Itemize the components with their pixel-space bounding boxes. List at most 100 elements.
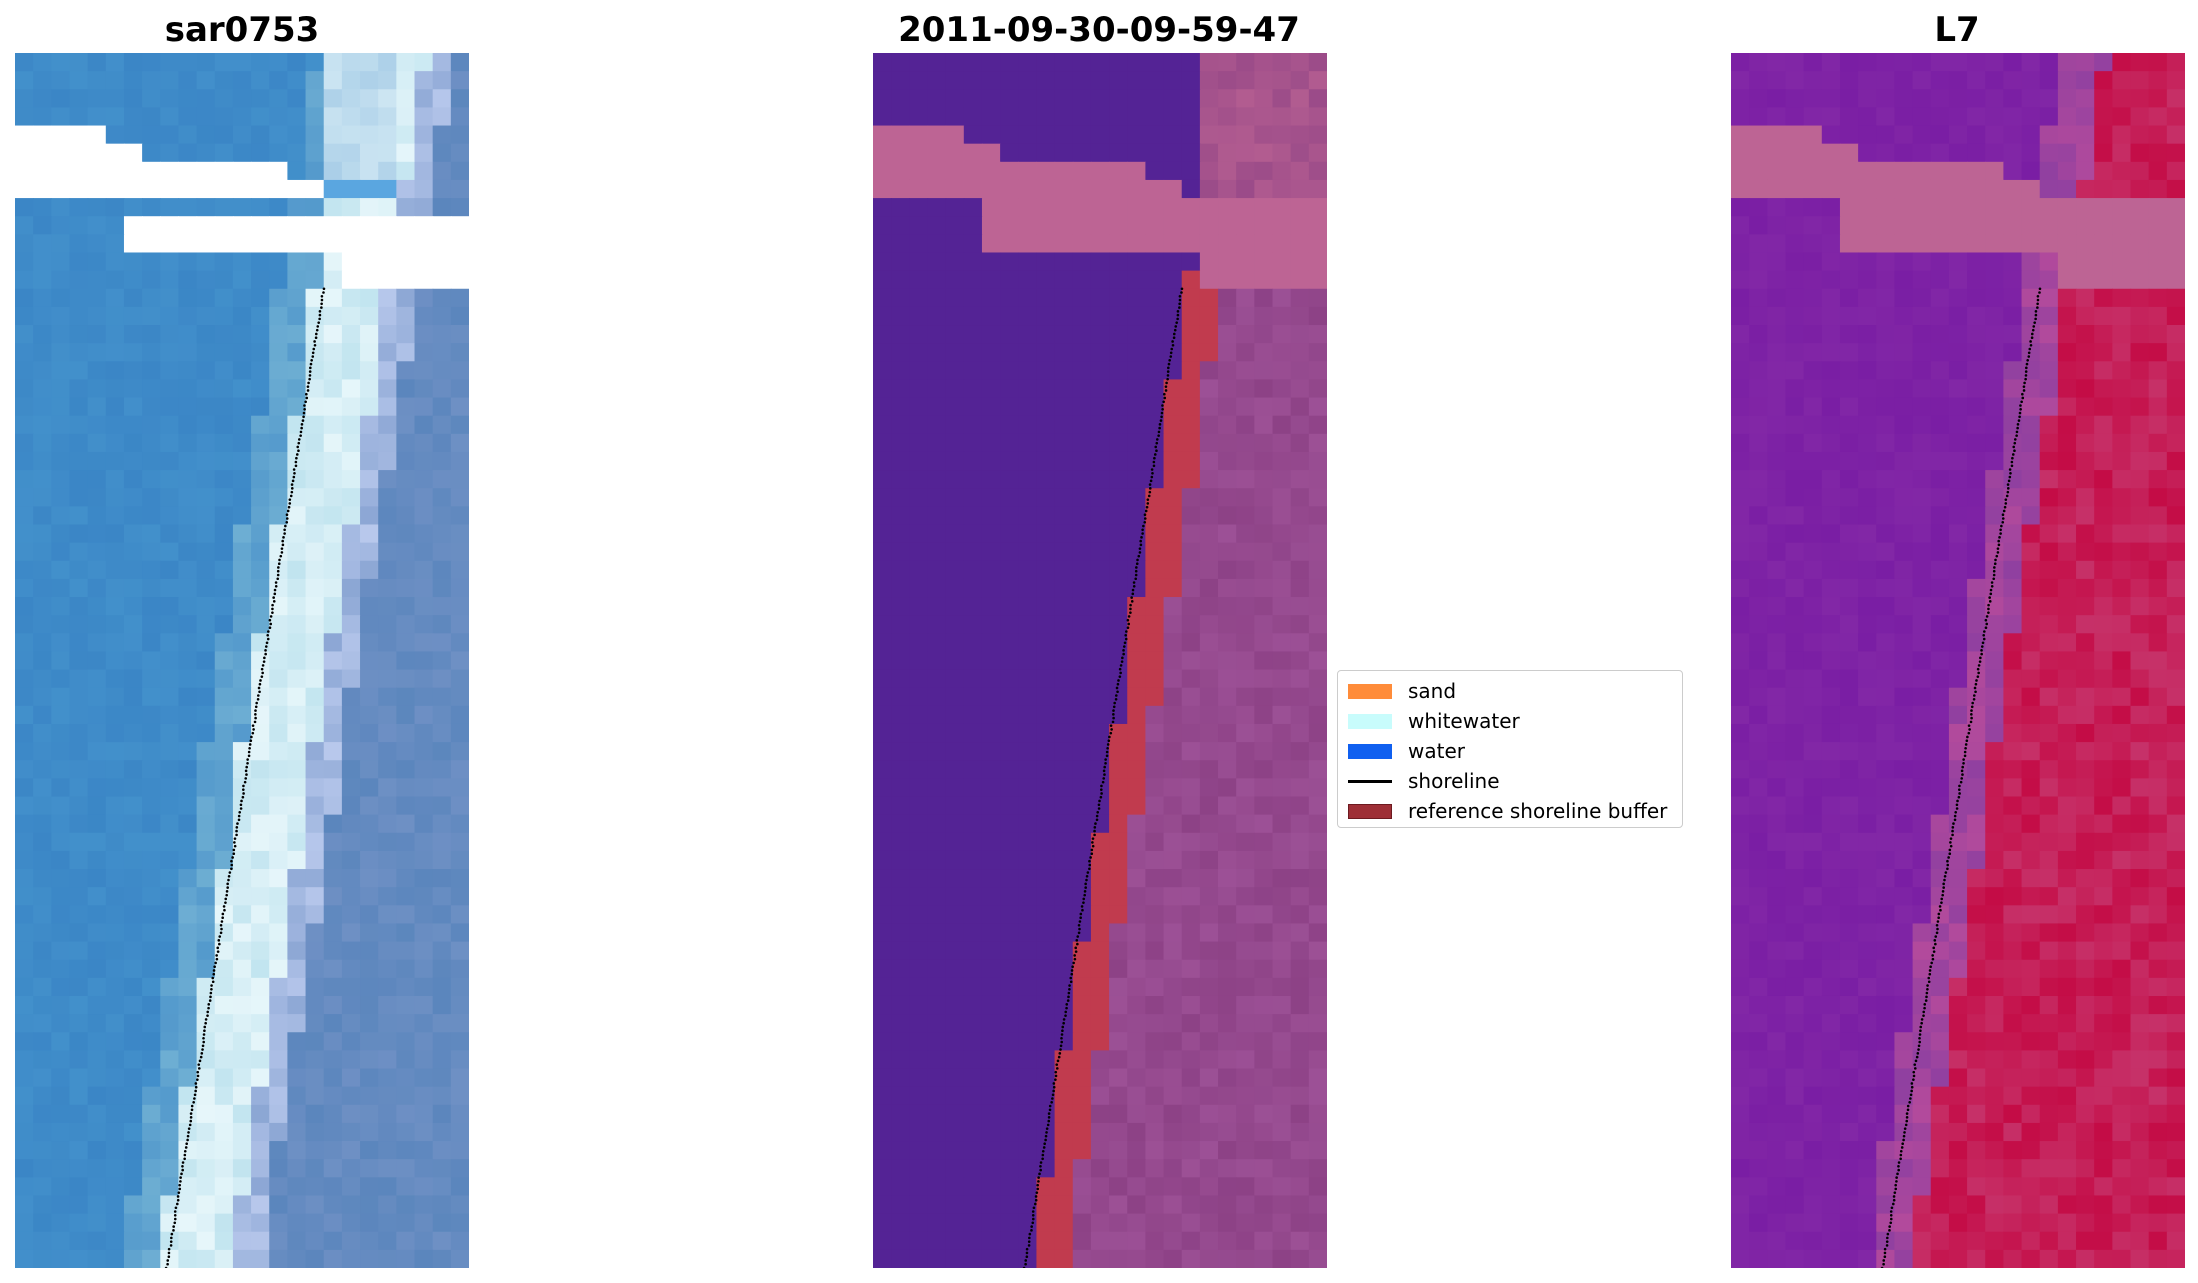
rgb-pixel [123, 850, 143, 870]
class-pixel [1109, 1231, 1128, 1251]
rgb-pixel [51, 488, 71, 507]
rgb-pixel [105, 216, 125, 235]
index-pixel [2057, 1086, 2077, 1106]
rgb-pixel [142, 597, 161, 616]
index-pixel [2076, 216, 2095, 235]
index-pixel [1749, 742, 1768, 761]
index-pixel [1767, 814, 1787, 834]
index-pixel [1967, 1159, 1986, 1178]
class-pixel [1163, 125, 1183, 145]
index-pixel [1785, 941, 1805, 961]
rgb-pixel [269, 905, 288, 925]
class-pixel [891, 1231, 910, 1251]
class-pixel [1236, 1014, 1255, 1033]
index-pixel [1894, 451, 1914, 471]
index-pixel [1839, 325, 1859, 344]
rgb-pixel [432, 107, 452, 127]
rgb-pixel [450, 343, 469, 362]
class-pixel [909, 850, 929, 870]
index-pixel [2021, 1068, 2041, 1088]
class-pixel [1181, 397, 1201, 417]
class-pixel [1163, 234, 1183, 254]
class-pixel [1254, 1032, 1274, 1051]
index-pixel [1985, 71, 2004, 90]
index-pixel [1767, 1032, 1787, 1051]
class-pixel [1000, 470, 1019, 489]
class-pixel [1145, 270, 1165, 290]
index-pixel [1894, 506, 1914, 526]
class-pixel [1254, 216, 1274, 235]
index-pixel [2148, 542, 2168, 562]
class-pixel [1199, 542, 1219, 562]
index-pixel [2021, 633, 2041, 653]
class-pixel [1000, 415, 1019, 435]
rgb-pixel [33, 506, 52, 526]
index-pixel [1894, 288, 1914, 308]
index-pixel [2076, 1032, 2095, 1051]
rgb-pixel [269, 1213, 288, 1233]
class-pixel [1199, 451, 1219, 471]
class-pixel [1000, 325, 1019, 344]
rgb-pixel [396, 959, 416, 979]
rgb-pixel [15, 306, 34, 326]
rgb-pixel [51, 687, 71, 707]
rgb-pixel [105, 306, 125, 326]
index-pixel [1803, 1032, 1823, 1051]
index-pixel [2148, 53, 2168, 72]
class-pixel [1218, 53, 1237, 72]
rgb-pixel [15, 433, 34, 453]
rgb-pixel [178, 524, 198, 544]
rgb-pixel [160, 107, 180, 127]
masked-pixel [15, 143, 34, 163]
rgb-pixel [396, 306, 416, 326]
rgb-pixel [160, 470, 180, 489]
rgb-pixel [305, 869, 325, 888]
rgb-pixel [450, 1014, 469, 1033]
class-pixel [909, 542, 929, 562]
rgb-pixel [51, 270, 71, 290]
rgb-pixel [160, 1014, 180, 1033]
masked-pixel [432, 270, 452, 290]
masked-pixel [450, 234, 469, 254]
class-pixel [1254, 1159, 1274, 1178]
index-pixel [1803, 161, 1823, 181]
rgb-pixel [251, 760, 270, 779]
rgb-pixel [15, 959, 34, 979]
index-pixel [1985, 796, 2004, 816]
class-pixel [1109, 161, 1128, 181]
rgb-pixel [214, 705, 234, 725]
class-pixel [1254, 723, 1274, 743]
index-pixel [2094, 669, 2113, 689]
class-pixel [1199, 669, 1219, 689]
index-pixel [1821, 161, 1841, 181]
class-pixel [1036, 959, 1056, 979]
index-pixel [1985, 343, 2004, 362]
rgb-pixel [105, 198, 125, 217]
rgb-pixel [287, 1068, 307, 1088]
rgb-pixel [450, 869, 469, 888]
rgb-pixel [251, 89, 270, 108]
class-pixel [1018, 216, 1038, 235]
rgb-pixel [287, 597, 307, 616]
class-pixel [1036, 216, 1056, 235]
class-pixel [1072, 179, 1092, 199]
index-pixel [2148, 451, 2168, 471]
class-pixel [1254, 850, 1274, 870]
class-pixel [1036, 198, 1056, 217]
masked-pixel [214, 161, 234, 181]
rgb-pixel [305, 1122, 325, 1142]
class-pixel [981, 814, 1001, 834]
index-pixel [1821, 850, 1841, 870]
index-pixel [1985, 615, 2004, 634]
class-pixel [1308, 1213, 1327, 1233]
index-pixel [2057, 814, 2077, 834]
index-pixel [2076, 433, 2095, 453]
index-pixel [2166, 814, 2185, 834]
index-pixel [1858, 179, 1877, 199]
index-pixel [1967, 71, 1986, 90]
rgb-pixel [214, 71, 234, 90]
rgb-pixel [51, 53, 71, 72]
class-pixel [1054, 905, 1074, 925]
index-pixel [1821, 506, 1841, 526]
rgb-pixel [214, 143, 234, 163]
